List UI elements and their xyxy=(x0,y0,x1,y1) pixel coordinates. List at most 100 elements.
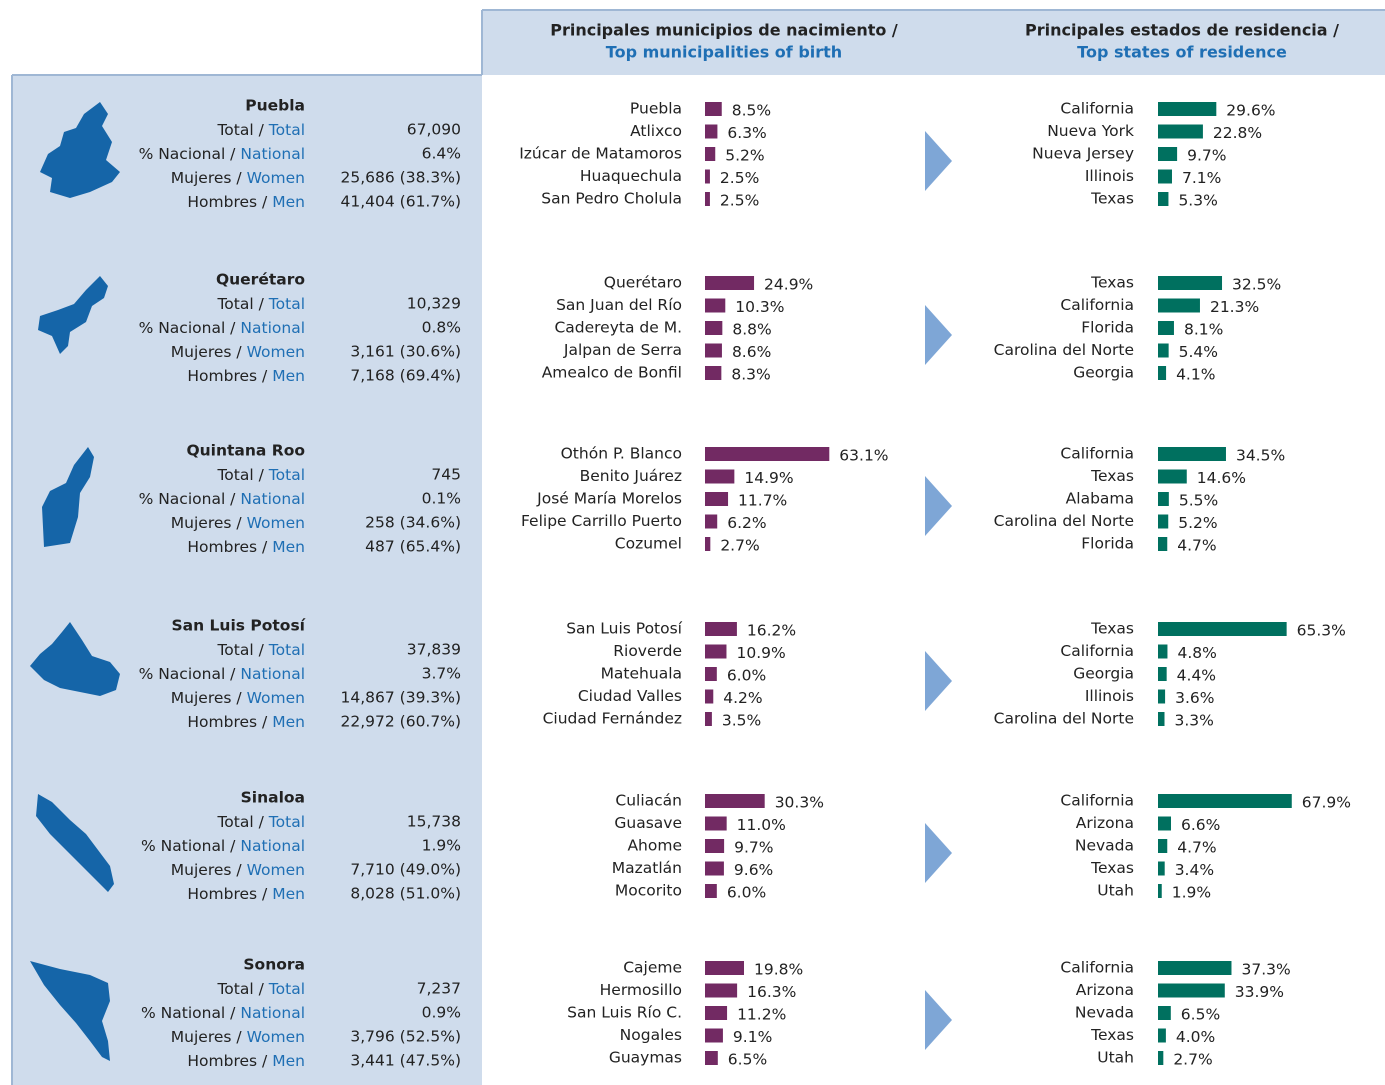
header-residence-en: Top states of residence xyxy=(1077,43,1287,62)
birth-label: Othón P. Blanco xyxy=(561,445,682,463)
birth-bar xyxy=(705,102,722,116)
stat-label: % Nacional / National xyxy=(139,490,305,508)
stat-value: 15,738 xyxy=(407,813,461,831)
stat-label-en: Women xyxy=(247,343,305,361)
stat-value: 41,404 (61.7%) xyxy=(341,193,462,211)
residence-value: 6.5% xyxy=(1181,1006,1220,1024)
residence-bar xyxy=(1158,961,1232,975)
birth-bar xyxy=(705,622,737,636)
stat-label-en: National xyxy=(240,319,305,337)
stat-label-en: Men xyxy=(272,713,305,731)
stat-value: 6.4% xyxy=(422,145,461,163)
residence-value: 4.7% xyxy=(1177,537,1216,555)
residence-bar xyxy=(1158,169,1172,184)
stat-label: Hombres / Men xyxy=(187,367,305,385)
residence-value: 4.0% xyxy=(1176,1028,1215,1046)
residence-bar xyxy=(1158,366,1167,380)
stat-value: 7,237 xyxy=(417,980,461,998)
stat-value: 3,161 (30.6%) xyxy=(350,343,461,361)
stat-value: 7,168 (69.4%) xyxy=(350,367,461,385)
stat-value: 0.1% xyxy=(422,490,461,508)
residence-value: 3.6% xyxy=(1175,689,1214,707)
birth-value: 63.1% xyxy=(839,447,888,465)
stat-label-en: Men xyxy=(272,1052,305,1070)
residence-bar xyxy=(1158,861,1165,876)
stat-label: Mujeres / Women xyxy=(171,169,305,187)
birth-label: Amealco de Bonfil xyxy=(542,364,682,382)
birth-bar xyxy=(705,514,718,529)
stat-value: 22,972 (60.7%) xyxy=(341,713,462,731)
residence-value: 2.7% xyxy=(1173,1051,1212,1069)
birth-value: 4.2% xyxy=(723,689,762,707)
residence-value: 67.9% xyxy=(1302,794,1351,812)
stat-label-en: Women xyxy=(247,1028,305,1046)
stat-value: 8,028 (51.0%) xyxy=(350,885,461,903)
residence-label: Georgia xyxy=(1073,665,1134,683)
stat-label: % Nacional / National xyxy=(139,319,305,337)
residence-value: 32.5% xyxy=(1232,276,1281,294)
stat-value: 37,839 xyxy=(407,641,461,659)
residence-bar xyxy=(1158,321,1174,335)
birth-bar xyxy=(705,276,755,290)
residence-label: Texas xyxy=(1090,620,1134,638)
stat-label-en: Women xyxy=(247,514,305,532)
stat-label-en: National xyxy=(240,1004,305,1022)
residence-bar xyxy=(1158,622,1287,636)
birth-label: Cozumel xyxy=(615,535,682,553)
birth-value: 8.5% xyxy=(732,102,771,120)
birth-bar xyxy=(705,447,830,461)
residence-label: Carolina del Norte xyxy=(994,512,1134,530)
birth-bar xyxy=(705,469,735,484)
residence-label: Nueva York xyxy=(1047,122,1134,140)
residence-bar xyxy=(1158,1028,1166,1043)
stat-label-es: Total / xyxy=(216,641,264,659)
birth-label: Jalpan de Serra xyxy=(563,341,682,359)
stat-label: % Nacional / National xyxy=(139,665,305,683)
birth-value: 6.0% xyxy=(727,667,766,685)
birth-bar xyxy=(705,794,765,808)
residence-label: Nevada xyxy=(1075,1004,1134,1022)
birth-bar xyxy=(705,343,722,358)
arrow xyxy=(925,476,952,536)
birth-value: 9.6% xyxy=(734,861,773,879)
residence-bar xyxy=(1158,839,1168,853)
residence-label: California xyxy=(1060,792,1134,810)
birth-bar xyxy=(705,537,711,551)
stat-label-en: Total xyxy=(268,641,305,659)
residence-value: 65.3% xyxy=(1297,622,1346,640)
stat-label: Total / Total xyxy=(216,121,305,139)
stat-value: 487 (65.4%) xyxy=(365,538,461,556)
residence-bar xyxy=(1158,192,1169,206)
arrow xyxy=(925,651,952,711)
residence-bar xyxy=(1158,816,1172,831)
arrow xyxy=(925,131,952,191)
birth-value: 2.5% xyxy=(720,192,759,210)
residence-value: 1.9% xyxy=(1172,884,1211,902)
stat-label-es: Mujeres / xyxy=(171,861,243,879)
birth-label: Culiacán xyxy=(615,792,682,810)
residence-label: California xyxy=(1060,959,1134,977)
residence-value: 4.4% xyxy=(1177,667,1216,685)
birth-value: 9.1% xyxy=(733,1028,772,1046)
stat-label-en: Women xyxy=(247,861,305,879)
stat-label-en: Total xyxy=(268,813,305,831)
residence-value: 4.1% xyxy=(1176,366,1215,384)
birth-label: Hermosillo xyxy=(600,981,682,999)
stat-label-en: Total xyxy=(268,121,305,139)
stat-value: 745 xyxy=(431,466,461,484)
stat-label-es: Mujeres / xyxy=(171,514,243,532)
birth-value: 16.3% xyxy=(747,983,796,1001)
birth-bar xyxy=(705,644,727,659)
stat-label-en: National xyxy=(240,665,305,683)
residence-value: 33.9% xyxy=(1235,983,1284,1001)
residence-label: Texas xyxy=(1090,859,1134,877)
stat-label-en: Women xyxy=(247,169,305,187)
birth-bar xyxy=(705,689,714,704)
residence-label: California xyxy=(1060,445,1134,463)
birth-bar xyxy=(705,124,718,139)
birth-bar xyxy=(705,1006,728,1020)
residence-bar xyxy=(1158,343,1169,358)
residence-label: California xyxy=(1060,296,1134,314)
state-name: Sonora xyxy=(243,956,305,974)
stat-label: % National / National xyxy=(141,1004,305,1022)
